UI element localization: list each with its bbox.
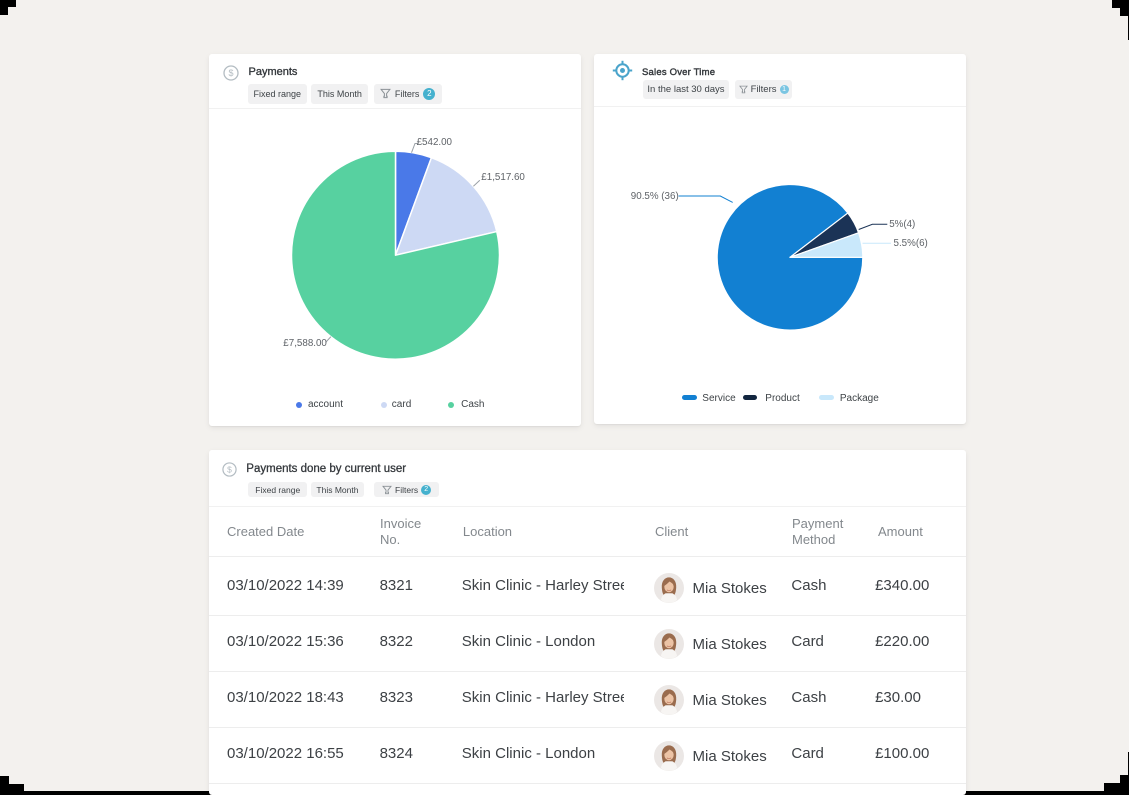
svg-text:$: $ (227, 465, 232, 475)
svg-text:$: $ (228, 68, 233, 78)
